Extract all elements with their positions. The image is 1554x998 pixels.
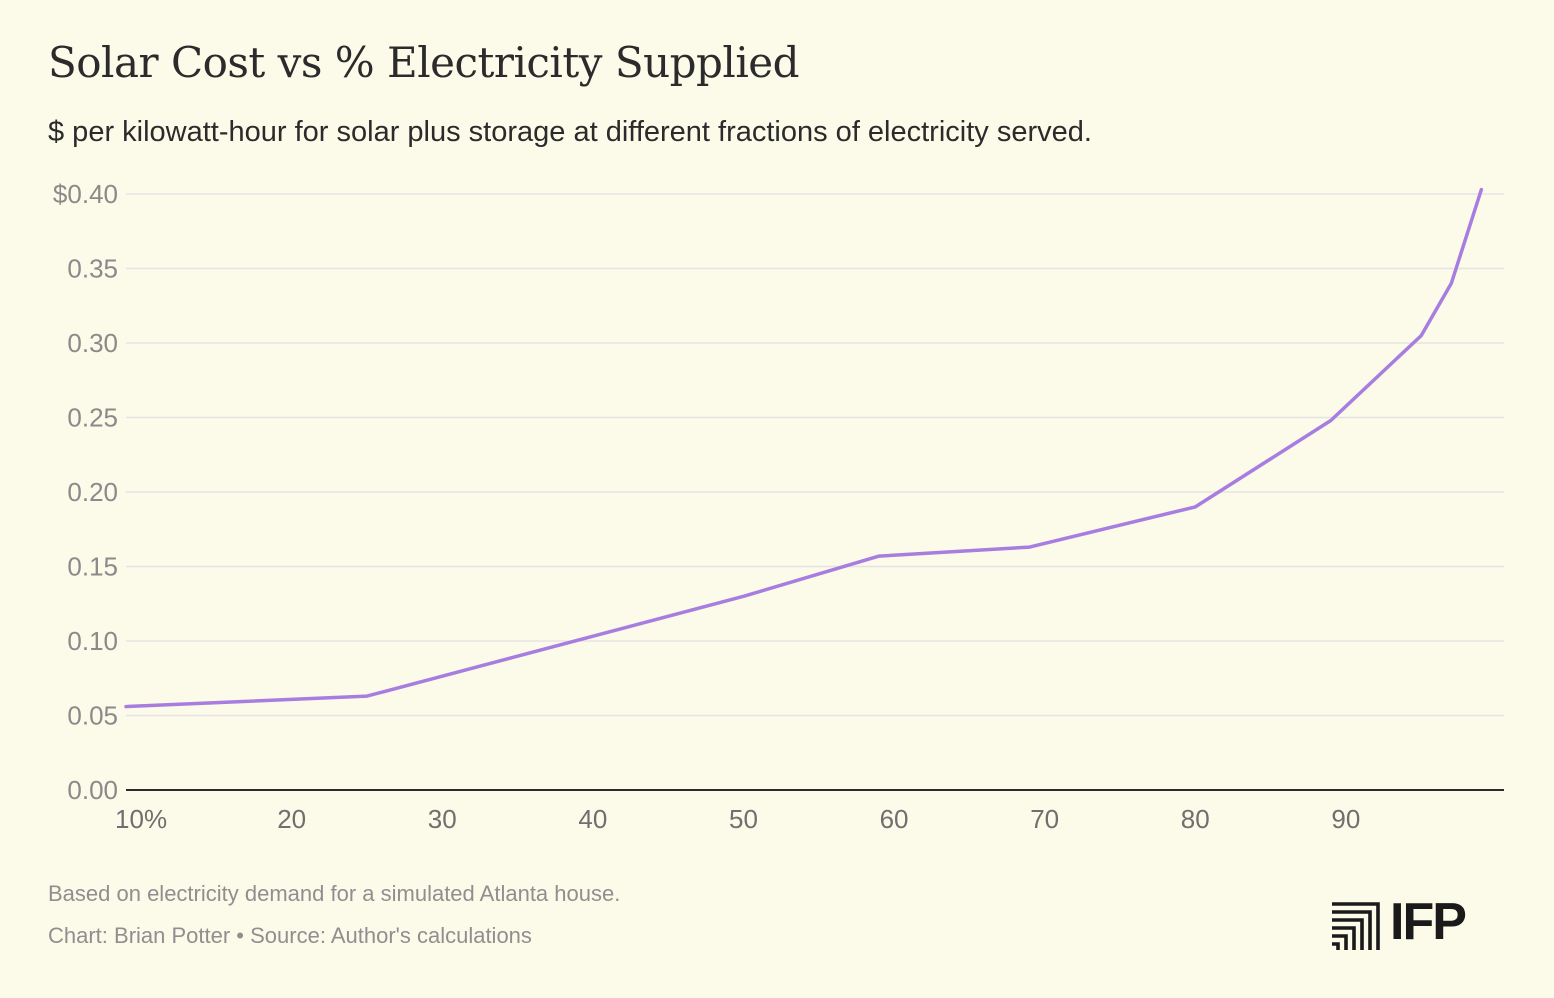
y-tick-label: 0.30 xyxy=(67,328,118,358)
chart-subtitle: $ per kilowatt-hour for solar plus stora… xyxy=(48,116,1092,148)
y-tick-label: 0.15 xyxy=(67,552,118,582)
y-axis-tick-labels: 0.00 0.05 0.10 0.15 0.20 0.25 0.30 0.35 $0.40 xyxy=(53,179,118,805)
x-tick-label: 60 xyxy=(880,804,909,834)
x-tick-label: 80 xyxy=(1181,804,1210,834)
chart-title: Solar Cost vs % Electricity Supplied xyxy=(48,38,800,87)
x-tick-label: 50 xyxy=(729,804,758,834)
x-tick-label: 20 xyxy=(277,804,306,834)
x-tick-label: 10% xyxy=(115,804,167,834)
ifp-logo: IFP xyxy=(1330,893,1506,952)
y-tick-label: 0.20 xyxy=(67,477,118,507)
series-line xyxy=(124,187,1484,709)
x-tick-label: 90 xyxy=(1331,804,1360,834)
y-tick-label: 0.35 xyxy=(67,254,118,284)
y-tick-label: 0.10 xyxy=(67,626,118,656)
y-tick-label: 0.25 xyxy=(67,403,118,433)
footnote-credit: Chart: Brian Potter • Source: Author's c… xyxy=(48,923,532,948)
x-axis-tick-labels: 10% 20 30 40 50 60 70 80 90 xyxy=(115,804,1360,834)
footnote-note: Based on electricity demand for a simula… xyxy=(48,881,621,906)
series-layer xyxy=(124,187,1484,709)
ifp-logo-text: IFP xyxy=(1390,893,1467,951)
x-tick-label: 40 xyxy=(578,804,607,834)
ifp-logo-icon xyxy=(1332,902,1380,950)
y-tick-label: $0.40 xyxy=(53,179,118,209)
grid-lines xyxy=(126,193,1504,717)
line-chart: 0.00 0.05 0.10 0.15 0.20 0.25 0.30 0.35 $0.40 10… xyxy=(53,179,1504,834)
x-tick-label: 30 xyxy=(428,804,457,834)
y-tick-label: 0.00 xyxy=(67,775,118,805)
y-tick-label: 0.05 xyxy=(67,701,118,731)
x-tick-label: 70 xyxy=(1030,804,1059,834)
